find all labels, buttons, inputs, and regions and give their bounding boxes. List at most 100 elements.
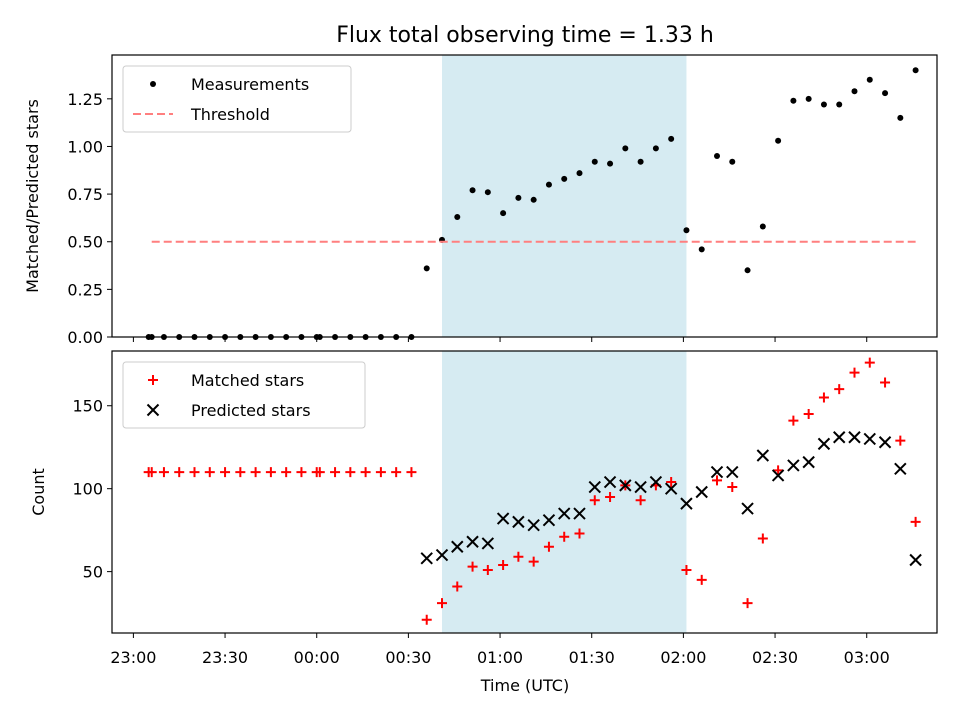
matched-star-marker	[864, 357, 875, 368]
predicted-star-marker	[588, 480, 601, 494]
predicted-star-marker	[558, 507, 571, 520]
predicted-star-marker	[420, 552, 433, 565]
predicted-star-marker	[817, 437, 831, 451]
predicted-star-marker	[771, 469, 785, 482]
shaded-interval	[442, 351, 687, 633]
matched-star-marker	[788, 415, 799, 426]
matched-star-marker	[174, 467, 185, 478]
legend-box	[122, 361, 366, 429]
matched-star-marker	[314, 467, 325, 478]
matched-star-marker	[543, 541, 554, 552]
predicted-star-marker	[741, 502, 754, 515]
y-tick-label: 1.25	[67, 90, 103, 109]
measurement-point	[591, 158, 598, 165]
matched-star-marker	[849, 367, 860, 378]
y-tick-label: 0.25	[67, 280, 103, 299]
matched-star-marker	[803, 409, 814, 420]
measurement-point	[530, 196, 537, 203]
matched-star-marker	[528, 556, 539, 567]
measurement-point	[622, 145, 629, 152]
matched-star-marker	[559, 531, 570, 542]
measurement-point	[652, 145, 659, 152]
y-axis-label: Count	[29, 468, 48, 516]
matched-star-marker	[513, 551, 524, 562]
measurement-point	[545, 181, 552, 188]
panel-counts: 50 100 150 23:00 23:30 00:00 00:30 01:00 01:30 02…	[29, 350, 938, 667]
measurement-point	[561, 175, 568, 182]
matched-star-marker	[834, 384, 845, 395]
chart-title: Flux total observing time = 1.33 h	[336, 23, 714, 48]
predicted-star-marker	[695, 485, 708, 499]
matched-star-marker	[204, 467, 215, 478]
legend-dot-marker	[150, 81, 156, 87]
matched-star-marker	[467, 561, 478, 572]
predicted-star-marker	[680, 497, 693, 510]
measurement-point	[836, 101, 843, 108]
predicted-star-marker	[634, 480, 647, 494]
predicted-star-marker	[435, 548, 449, 562]
matched-star-marker	[437, 598, 447, 609]
matched-star-marker	[498, 559, 509, 570]
matched-star-marker	[727, 482, 738, 493]
panel-ratio: 0.00 0.25 0.50 0.75 1.00 1.25 Matched/Predicte…	[23, 54, 938, 347]
matched-star-marker	[880, 377, 891, 388]
matched-star-marker	[712, 475, 722, 486]
matched-star-marker	[391, 467, 402, 478]
matched-star-marker	[421, 614, 432, 625]
measurement-point	[484, 189, 491, 196]
measurement-point	[515, 194, 522, 201]
x-tick-label: 01:00	[477, 648, 523, 667]
matched-star-marker	[281, 467, 292, 478]
predicted-star-marker	[848, 431, 861, 444]
legend-x-marker	[146, 403, 160, 417]
measurement-point	[912, 67, 919, 74]
predicted-star-marker	[619, 479, 632, 492]
y-tick-label: 150	[72, 397, 103, 416]
predicted-star-marker	[878, 436, 892, 449]
matched-star-marker	[666, 477, 677, 488]
predicted-star-marker	[542, 513, 556, 527]
x-tick-label: 00:30	[385, 648, 431, 667]
matched-star-marker	[220, 467, 231, 478]
matched-star-marker	[146, 467, 157, 478]
measurement-point	[775, 137, 782, 144]
y-tick-label: 100	[72, 480, 103, 499]
matched-star-marker	[818, 392, 829, 403]
predicted-star-marker	[756, 449, 770, 462]
measurement-point	[790, 97, 797, 104]
matched-star-marker	[158, 467, 169, 478]
measurement-point	[805, 95, 812, 102]
measurement-point	[882, 90, 889, 97]
predicted-star-marker	[496, 512, 510, 525]
predicted-star-marker	[863, 432, 876, 446]
measurement-point	[500, 210, 507, 217]
predicted-star-marker	[894, 462, 907, 475]
plot-frame	[111, 350, 938, 634]
x-tick-label: 23:30	[202, 648, 248, 667]
measurement-point	[897, 114, 904, 121]
predicted-star-marker	[481, 537, 495, 550]
matched-star-marker	[360, 467, 371, 478]
measurement-point	[576, 170, 583, 177]
legend-label: Predicted stars	[191, 401, 311, 420]
matched-star-marker	[757, 533, 768, 544]
legend-plus-marker	[148, 375, 158, 385]
legend-label: Matched stars	[191, 371, 304, 390]
predicted-star-marker	[573, 507, 586, 520]
x-tick-label: 23:00	[110, 648, 156, 667]
matched-star-marker	[635, 495, 646, 506]
matched-star-marker	[773, 465, 784, 476]
matched-star-marker	[910, 516, 921, 527]
predicted-star-marker	[664, 482, 678, 495]
legend-label: Measurements	[191, 75, 309, 94]
y-tick-label: 0.75	[67, 185, 103, 204]
measurement-point	[454, 213, 461, 220]
x-tick-label: 00:00	[294, 648, 340, 667]
measurement-point	[637, 158, 644, 165]
y-tick-label: 0.00	[67, 328, 103, 347]
predicted-star-marker	[527, 518, 540, 532]
measurement-point	[714, 152, 720, 159]
predicted-star-marker	[451, 540, 464, 553]
matched-star-marker	[742, 598, 753, 609]
matched-star-marker	[189, 467, 200, 478]
